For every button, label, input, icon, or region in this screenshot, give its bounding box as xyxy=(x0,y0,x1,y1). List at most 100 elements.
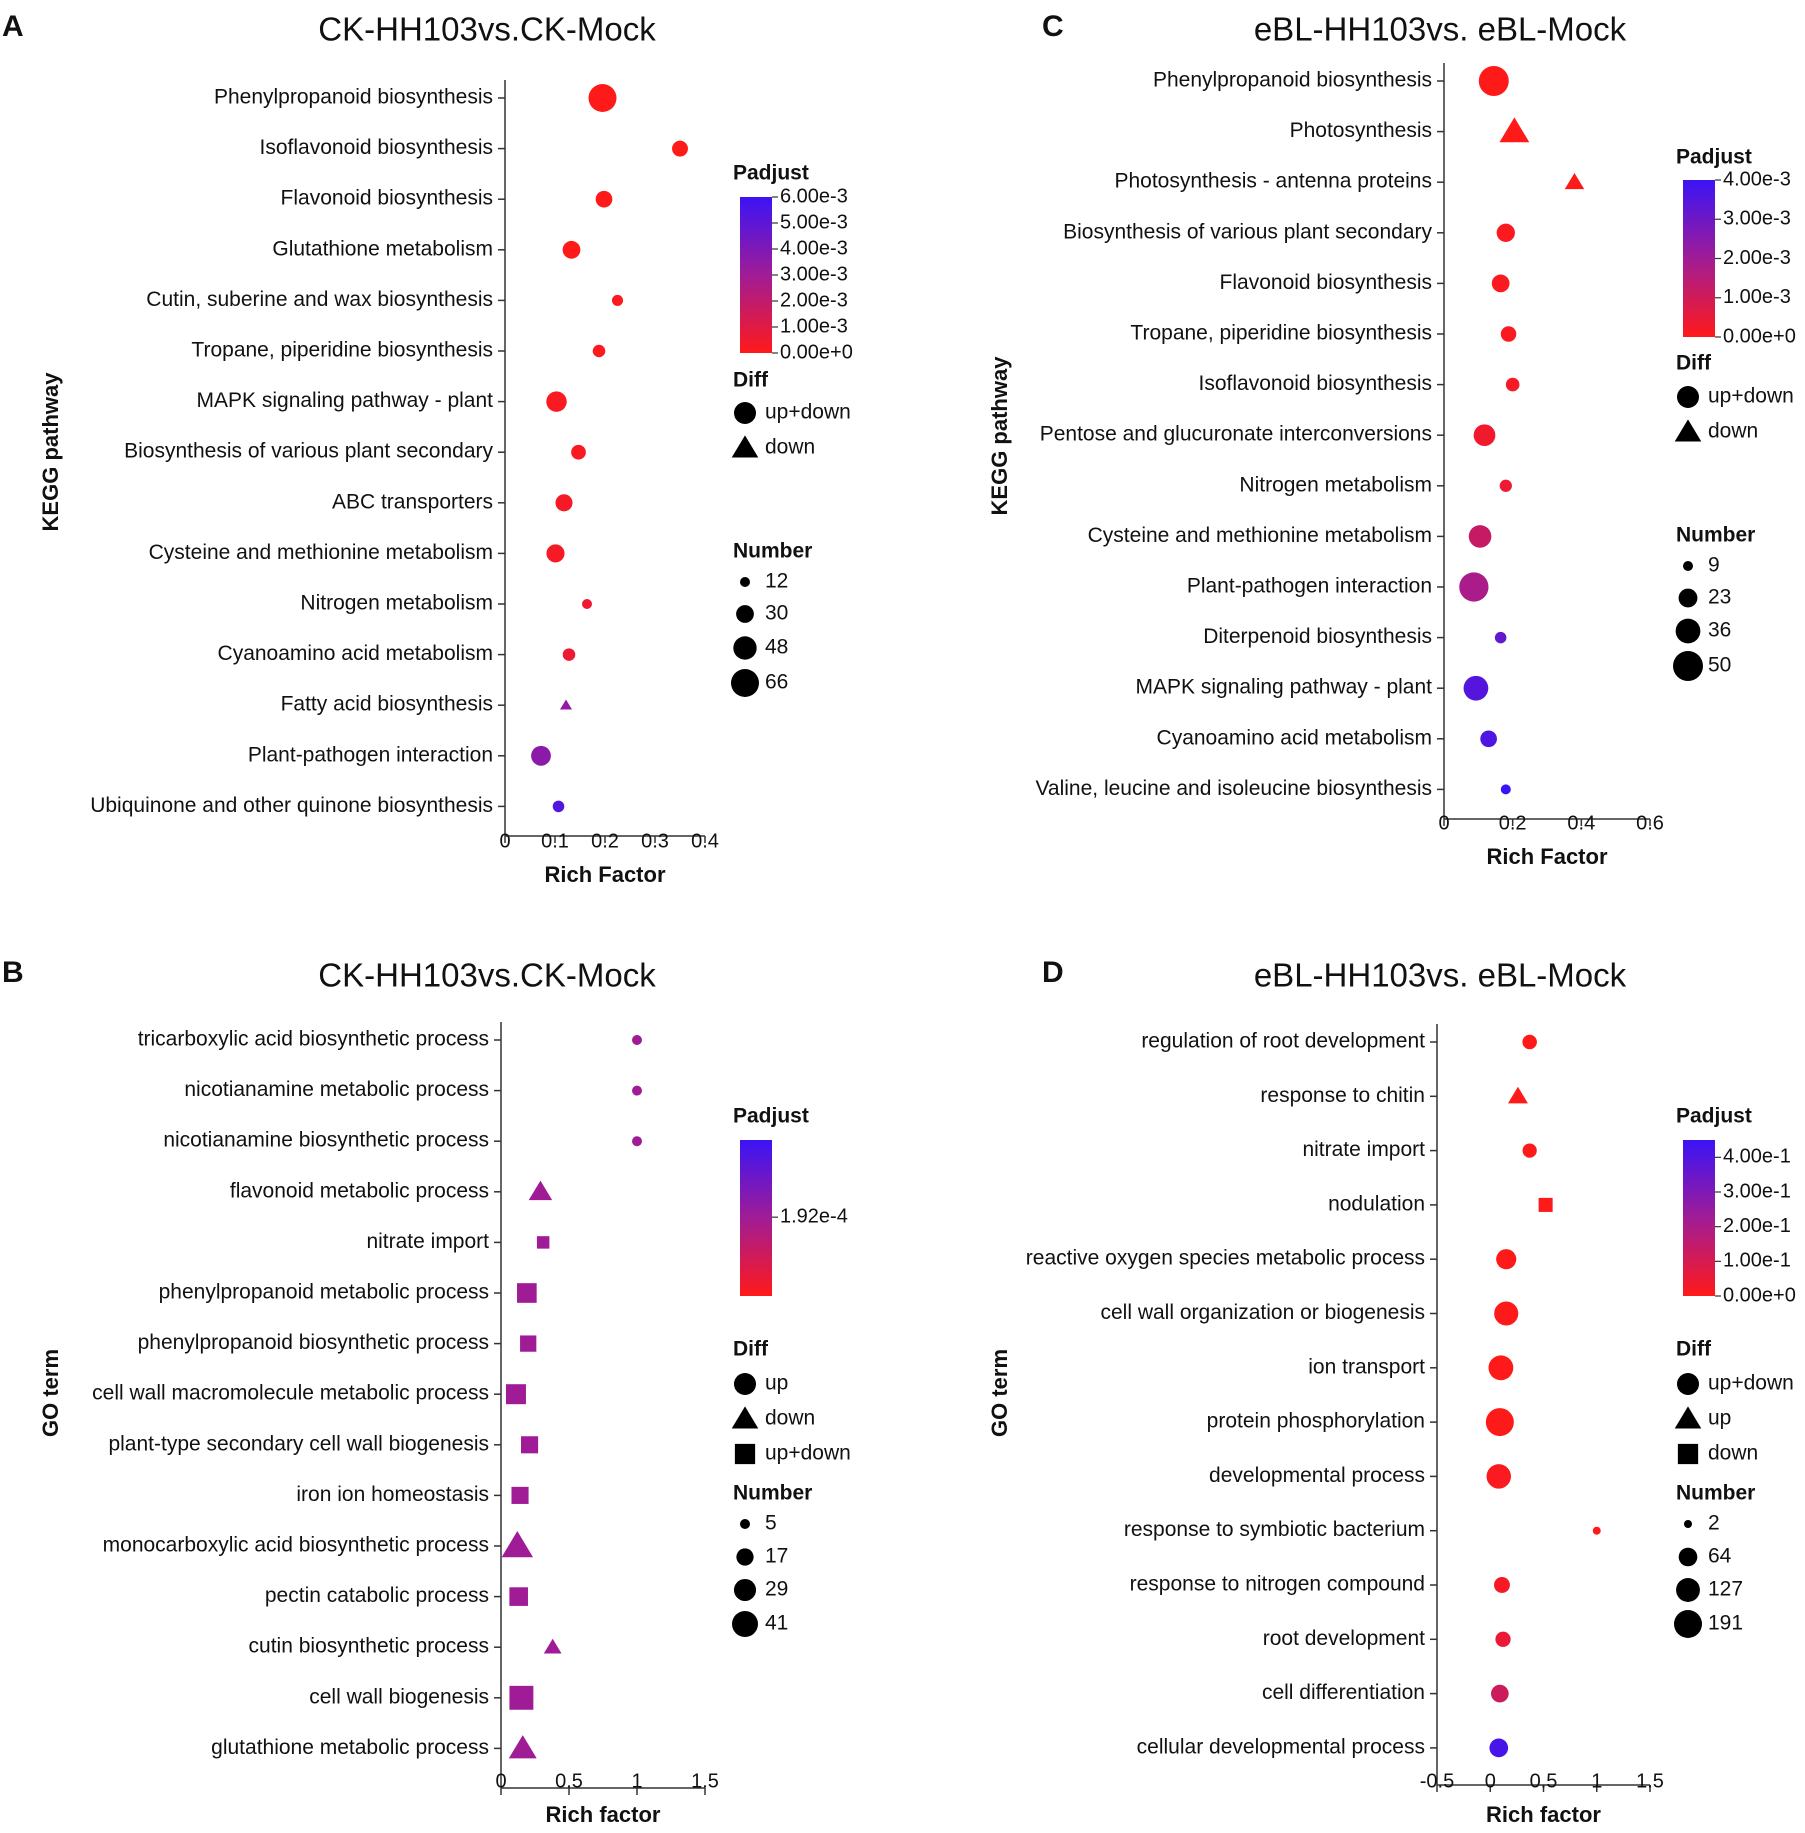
y-tick-label: tricarboxylic acid biosynthetic process xyxy=(138,1028,489,1051)
x-tick-label: 1.5 xyxy=(691,1770,719,1792)
colorbar-tick-label: 3.00e-3 xyxy=(780,263,848,285)
legend-padjust-title: Padjust xyxy=(1676,1105,1752,1128)
data-point xyxy=(1480,730,1497,748)
y-tick-label: pectin catabolic process xyxy=(265,1584,489,1607)
x-tick-label: 0.1 xyxy=(541,830,569,852)
legend-number-title: Number xyxy=(733,540,812,563)
data-point xyxy=(543,1638,562,1654)
x-tick-label: 1 xyxy=(631,1770,642,1792)
y-tick-label: Cyanoamino acid metabolism xyxy=(1157,726,1432,749)
y-tick-label: nicotianamine biosynthetic process xyxy=(163,1129,489,1152)
y-axis-label: GO term xyxy=(987,1349,1012,1437)
data-point xyxy=(1468,525,1492,548)
y-tick-label: developmental process xyxy=(1209,1464,1425,1487)
y-tick-label: Tropane, piperidine biosynthesis xyxy=(1130,322,1432,345)
legend-diff-triangle-icon xyxy=(731,435,759,458)
x-axis-label: Rich Factor xyxy=(544,862,665,887)
legend-diff-label: up+down xyxy=(765,401,851,424)
data-point xyxy=(1592,1526,1601,1535)
legend-size-marker xyxy=(732,1611,758,1637)
data-point xyxy=(1478,66,1509,96)
data-point xyxy=(611,294,624,306)
legend-size-marker xyxy=(733,636,757,660)
colorbar xyxy=(1683,1140,1715,1296)
y-tick-label: phenylpropanoid metabolic process xyxy=(159,1281,489,1304)
panel-letter: D xyxy=(1042,956,1064,989)
data-point xyxy=(559,699,573,710)
colorbar-tick-label: 1.00e-1 xyxy=(1723,1250,1791,1272)
colorbar-tick-label: 4.00e-3 xyxy=(780,237,848,259)
data-point xyxy=(1538,1197,1553,1212)
legend-diff-title: Diff xyxy=(1676,352,1712,375)
data-point xyxy=(1500,784,1511,795)
x-tick-label: 0.4 xyxy=(691,830,719,852)
legend-number-label: 191 xyxy=(1708,1612,1743,1635)
data-point xyxy=(501,1531,534,1558)
data-point xyxy=(511,1486,529,1504)
chart-title: eBL-HH103vs. eBL-Mock xyxy=(1254,957,1627,994)
data-point xyxy=(592,344,606,358)
x-tick-label: 0.2 xyxy=(591,830,619,852)
y-tick-label: Glutathione metabolism xyxy=(272,237,493,260)
legend-number-label: 64 xyxy=(1708,1545,1732,1568)
data-point xyxy=(1473,424,1496,447)
legend-number-label: 17 xyxy=(765,1545,788,1568)
legend-diff-label: down xyxy=(765,436,815,459)
data-point xyxy=(1494,1301,1519,1326)
y-tick-label: response to symbiotic bacterium xyxy=(1124,1518,1425,1541)
data-point xyxy=(1505,377,1520,392)
x-tick-label: 0.2 xyxy=(1499,812,1527,834)
legend-diff-title: Diff xyxy=(733,369,769,392)
y-tick-label: Isoflavonoid biosynthesis xyxy=(260,136,493,159)
y-tick-label: Phenylpropanoid biosynthesis xyxy=(1153,69,1432,92)
legend-number-label: 36 xyxy=(1708,619,1731,642)
legend-size-marker xyxy=(1684,1520,1692,1528)
y-tick-label: nicotianamine metabolic process xyxy=(184,1078,489,1101)
data-point xyxy=(536,1236,550,1249)
y-tick-label: Plant-pathogen interaction xyxy=(1187,575,1432,598)
panel-b: B CK-HH103vs.CK-Mock 0 0.5 1 1.5 Rich factor GO… xyxy=(2,956,851,1827)
colorbar-tick-label: 4.00e-1 xyxy=(1723,1146,1791,1168)
legend-number-label: 12 xyxy=(765,570,788,593)
legend-diff-label: down xyxy=(1708,1442,1758,1465)
y-axis-label: KEGG pathway xyxy=(38,372,63,532)
y-tick-label: Biosynthesis of various plant secondary xyxy=(1063,220,1432,243)
legend-diff-triangle-icon xyxy=(1674,1406,1702,1429)
y-tick-label: cellular developmental process xyxy=(1137,1735,1425,1758)
y-tick-label: Isoflavonoid biosynthesis xyxy=(1199,372,1432,395)
y-tick-label: Valine, leucine and isoleucine biosynthe… xyxy=(1035,777,1432,800)
y-tick-label: nitrate import xyxy=(1302,1138,1425,1161)
y-tick-label: Tropane, piperidine biosynthesis xyxy=(191,339,493,362)
colorbar-tick-label: 5.00e-3 xyxy=(780,211,848,233)
panel-a: A CK-HH103vs.CK-Mock 0 0.1 0.2 0.3 0.4 Rich Fac… xyxy=(2,10,853,887)
legend-number-label: 48 xyxy=(765,636,788,659)
y-tick-label: Photosynthesis xyxy=(1290,119,1432,142)
panel-letter: A xyxy=(2,10,24,43)
legend-diff-label: down xyxy=(765,1407,815,1430)
y-tick-label: Ubiquinone and other quinone biosynthesi… xyxy=(90,794,493,817)
x-axis-label: Rich Factor xyxy=(1486,844,1607,869)
y-tick-label: MAPK signaling pathway - plant xyxy=(1136,676,1433,699)
data-point xyxy=(1459,572,1489,602)
data-point xyxy=(509,1685,534,1710)
y-tick-label: iron ion homeostasis xyxy=(296,1483,489,1506)
data-point xyxy=(1500,326,1517,342)
legend-number-label: 5 xyxy=(765,1512,777,1535)
y-axis-label: KEGG pathway xyxy=(987,356,1012,516)
y-tick-label: protein phosphorylation xyxy=(1207,1410,1425,1433)
legend-number-title: Number xyxy=(733,1482,812,1505)
y-tick-label: Photosynthesis - antenna proteins xyxy=(1114,170,1432,193)
legend-size-marker xyxy=(736,1548,754,1566)
y-tick-label: monocarboxylic acid biosynthetic process xyxy=(103,1534,489,1557)
data-point xyxy=(521,1436,539,1454)
legend-diff-square-icon xyxy=(1677,1443,1699,1465)
y-tick-label: cell wall organization or biogenesis xyxy=(1100,1301,1425,1324)
data-point xyxy=(520,1335,537,1352)
y-tick-label: response to nitrogen compound xyxy=(1130,1573,1425,1596)
legend-diff-title: Diff xyxy=(1676,1338,1712,1361)
y-tick-label: cell wall biogenesis xyxy=(309,1685,489,1708)
legend-diff-label: up xyxy=(1708,1407,1731,1430)
x-tick-label: 0.4 xyxy=(1567,812,1595,834)
